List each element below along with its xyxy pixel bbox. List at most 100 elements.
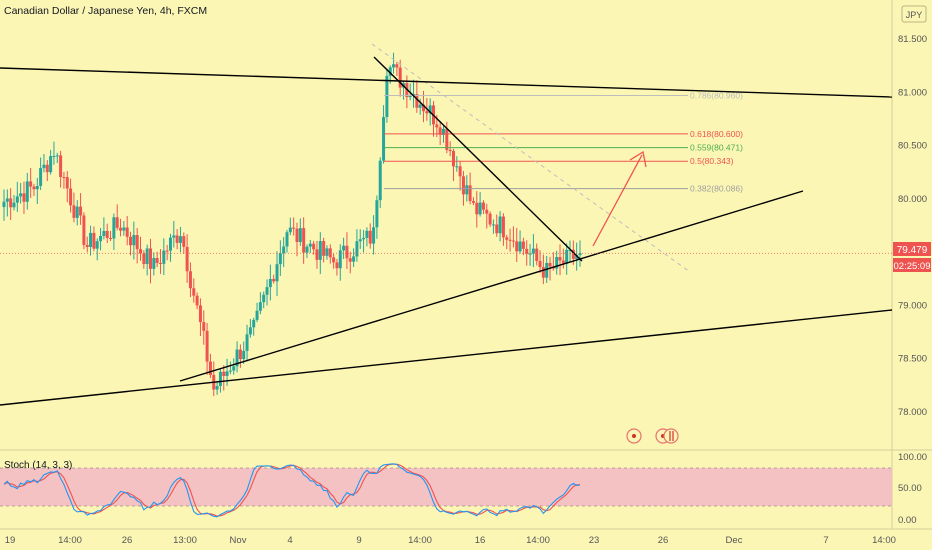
price-axis[interactable]: 81.500 81.000 80.500 80.000 79.000 78.500 78.0… xyxy=(898,34,927,418)
candle-body xyxy=(32,186,36,190)
candle-body xyxy=(375,200,379,228)
candle-body xyxy=(468,185,472,202)
candle-body xyxy=(79,206,83,216)
stoch-k-line xyxy=(3,463,581,518)
candle-body xyxy=(518,241,522,252)
candle-body xyxy=(112,217,116,239)
candle-body xyxy=(561,260,565,264)
long-term-support-line[interactable] xyxy=(0,309,893,406)
stoch-tick: 0.00 xyxy=(898,515,917,526)
stoch-band xyxy=(0,468,892,506)
price-tick: 80.000 xyxy=(898,194,927,205)
time-tick: 13:00 xyxy=(173,535,197,546)
candle-body xyxy=(328,248,332,258)
candle-body xyxy=(531,248,535,254)
descending-resistance-line[interactable] xyxy=(373,56,583,262)
candle-body xyxy=(95,241,99,249)
candle-body xyxy=(481,202,485,210)
price-tick: 80.500 xyxy=(898,141,927,152)
upper-resistance-line[interactable] xyxy=(0,67,893,98)
candle-body xyxy=(282,246,286,254)
symbol-title[interactable]: Canadian Dollar / Japanese Yen, 4h, FXCM xyxy=(4,5,207,17)
candle-body xyxy=(168,237,172,251)
candle-body xyxy=(315,249,319,260)
candle-body xyxy=(225,371,229,376)
candle-body xyxy=(501,216,505,238)
candle-body xyxy=(362,237,366,240)
candle-body xyxy=(335,262,339,269)
price-tick: 81.500 xyxy=(898,34,927,45)
candle-body xyxy=(332,257,336,263)
candle-body xyxy=(568,249,572,251)
candle-body xyxy=(488,213,492,225)
main-pane[interactable] xyxy=(0,0,892,449)
event-marker[interactable] xyxy=(626,428,642,444)
time-tick: 14:00 xyxy=(408,535,432,546)
price-tick: 79.000 xyxy=(898,300,927,311)
candle-body xyxy=(132,235,136,246)
candles-layer xyxy=(2,52,582,397)
candle-body xyxy=(175,235,179,243)
candle-body xyxy=(178,236,182,243)
candle-body xyxy=(418,104,422,108)
candle-body xyxy=(302,228,306,253)
candle-body xyxy=(425,111,429,114)
candle-body xyxy=(578,253,582,256)
currency-button[interactable]: JPY xyxy=(901,5,927,23)
candle-body xyxy=(35,185,39,190)
event-marker[interactable] xyxy=(663,428,679,444)
price-tick: 78.000 xyxy=(898,407,927,418)
fib-level-label: 0.618(80.600) xyxy=(690,129,743,139)
candle-body xyxy=(29,181,33,187)
candle-body xyxy=(69,188,73,206)
time-axis[interactable]: 19 14:00 26 13:00 Nov 4 9 14:00 16 14:00 23 26 Dec 7 1… xyxy=(5,535,896,546)
candle-body xyxy=(511,240,515,242)
candle-body xyxy=(515,241,519,252)
fib-level-label: 0.786(80.960) xyxy=(690,91,743,101)
time-tick: 9 xyxy=(356,535,361,546)
candle-body xyxy=(348,258,352,262)
candle-body xyxy=(125,227,129,237)
candle-body xyxy=(198,305,202,323)
candle-body xyxy=(495,224,499,234)
candle-body xyxy=(325,248,329,256)
candle-body xyxy=(9,198,13,208)
candle-body xyxy=(89,232,93,247)
candle-body xyxy=(378,160,382,201)
candle-body xyxy=(355,241,359,257)
candle-body xyxy=(265,287,269,295)
candle-body xyxy=(272,279,276,282)
candle-body xyxy=(139,249,143,254)
candle-body xyxy=(498,216,502,234)
candle-body xyxy=(388,67,392,76)
time-tick: 26 xyxy=(122,535,133,546)
forecast-arrow[interactable] xyxy=(592,150,647,247)
stoch-title[interactable]: Stoch (14, 3, 3) xyxy=(4,460,72,471)
candle-body xyxy=(215,386,219,390)
candle-body xyxy=(565,249,569,264)
countdown-badge: 02:25:09 xyxy=(893,258,931,272)
candle-body xyxy=(218,371,222,387)
fib-retracement[interactable]: 0.786(80.960) 0.618(80.600) 0.559(80.471) 0… xyxy=(384,91,743,194)
time-tick: 14:00 xyxy=(526,535,550,546)
candle-body xyxy=(248,327,252,335)
candle-body xyxy=(12,202,16,208)
candle-body xyxy=(298,228,302,243)
candle-body xyxy=(165,250,169,252)
candle-body xyxy=(285,232,289,247)
candle-body xyxy=(422,104,426,112)
candle-body xyxy=(445,128,449,150)
candle-body xyxy=(135,235,139,250)
candle-body xyxy=(461,176,465,195)
candle-body xyxy=(105,230,109,239)
countdown-value: 02:25:09 xyxy=(894,261,931,272)
candle-body xyxy=(2,201,6,208)
candle-body xyxy=(52,156,56,158)
candle-body xyxy=(458,166,462,177)
candle-body xyxy=(75,206,79,218)
candle-body xyxy=(45,164,49,173)
ascending-support-line[interactable] xyxy=(179,190,804,382)
candle-body xyxy=(228,370,232,372)
candle-body xyxy=(185,246,189,272)
